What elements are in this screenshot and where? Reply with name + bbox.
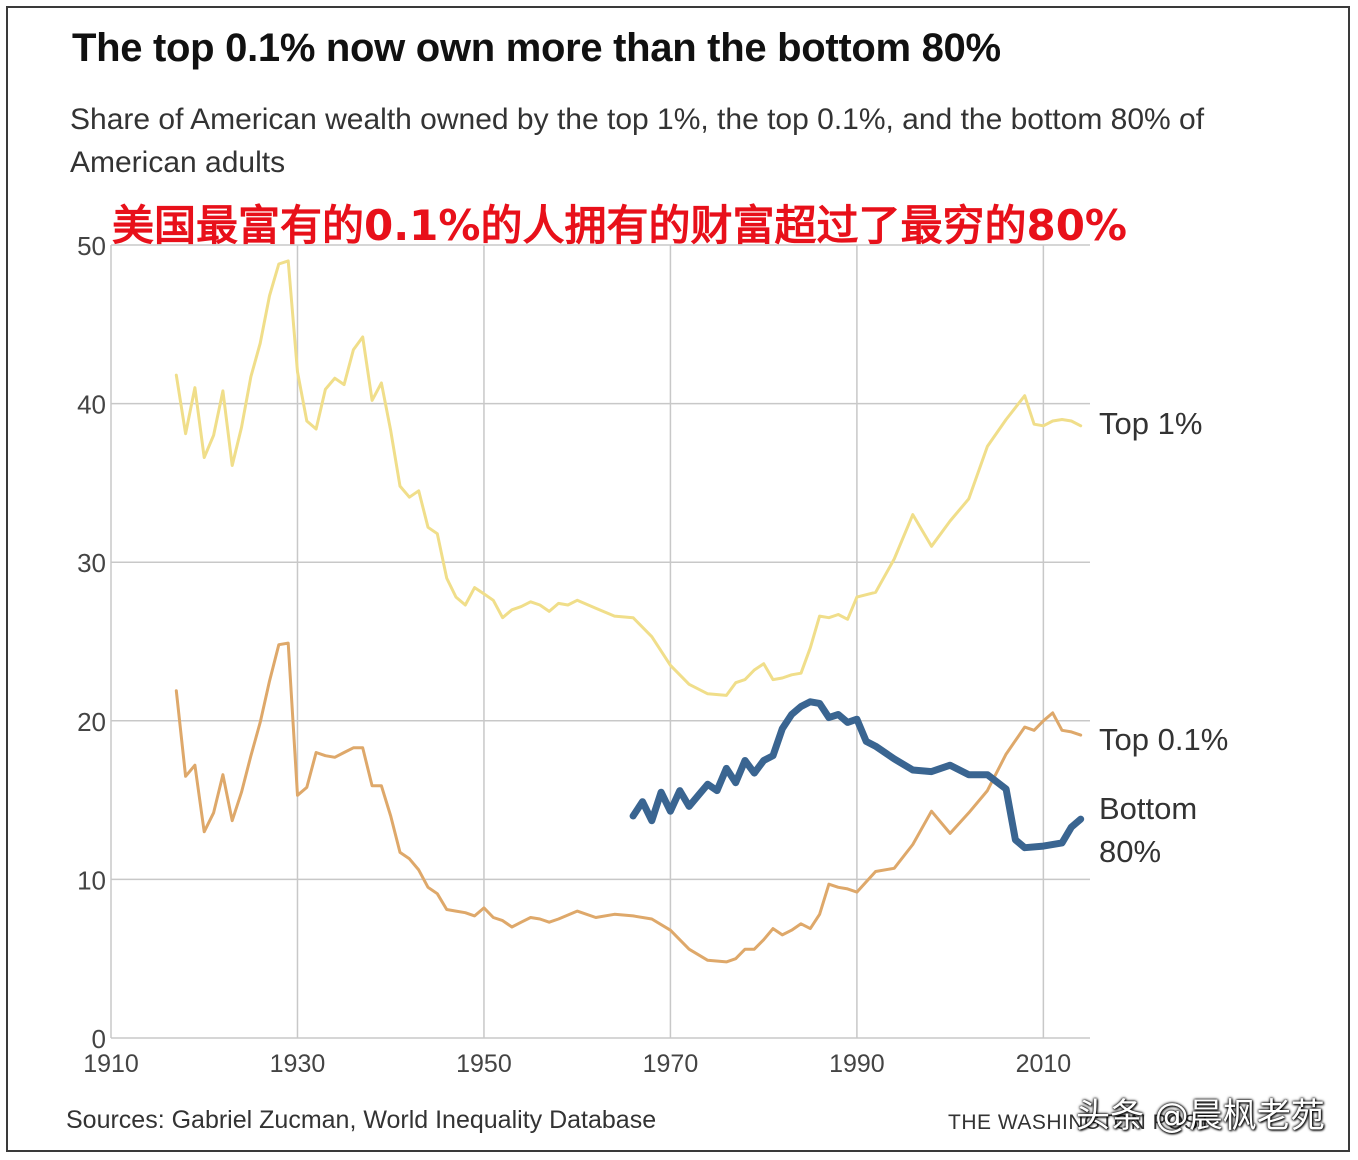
x-tick-label: 1990 [829, 1050, 885, 1078]
series-label-top1: Top 1% [1099, 406, 1202, 441]
y-tick-label: 30 [77, 548, 106, 578]
chart-title: The top 0.1% now own more than the botto… [72, 26, 1001, 70]
series-line-top1 [174, 259, 1083, 697]
chinese-caption: 美国最富有的0.1%的人拥有的财富超过了最穷的80% [112, 201, 1128, 250]
sources-note: Sources: Gabriel Zucman, World Inequalit… [66, 1106, 657, 1134]
x-tick-label: 2010 [1016, 1050, 1072, 1078]
x-tick-label: 1970 [643, 1050, 699, 1078]
chart-frame [6, 6, 1350, 1152]
y-tick-label: 20 [77, 707, 106, 737]
x-tick-label: 1910 [83, 1050, 139, 1078]
x-tick-label: 1950 [456, 1050, 512, 1078]
publisher-credit: THE WASHINGTON POST [948, 1111, 1212, 1134]
y-tick-label: 50 [77, 231, 106, 261]
y-tick-label: 0 [92, 1024, 106, 1054]
series-line-top01 [174, 641, 1083, 964]
series-label-bottom80-line2: 80% [1099, 834, 1161, 869]
series-label-bottom80-line1: Bottom [1099, 791, 1197, 826]
series-line-bottom80 [629, 698, 1085, 852]
x-tick-label: 1930 [270, 1050, 326, 1078]
series-label-top01: Top 0.1% [1099, 722, 1228, 757]
y-tick-label: 40 [77, 390, 106, 420]
chart-subtitle: Share of American wealth owned by the to… [70, 103, 1205, 179]
y-tick-label: 10 [77, 865, 106, 895]
watermark: 头条 @晨枫老苑 [1076, 1096, 1325, 1136]
